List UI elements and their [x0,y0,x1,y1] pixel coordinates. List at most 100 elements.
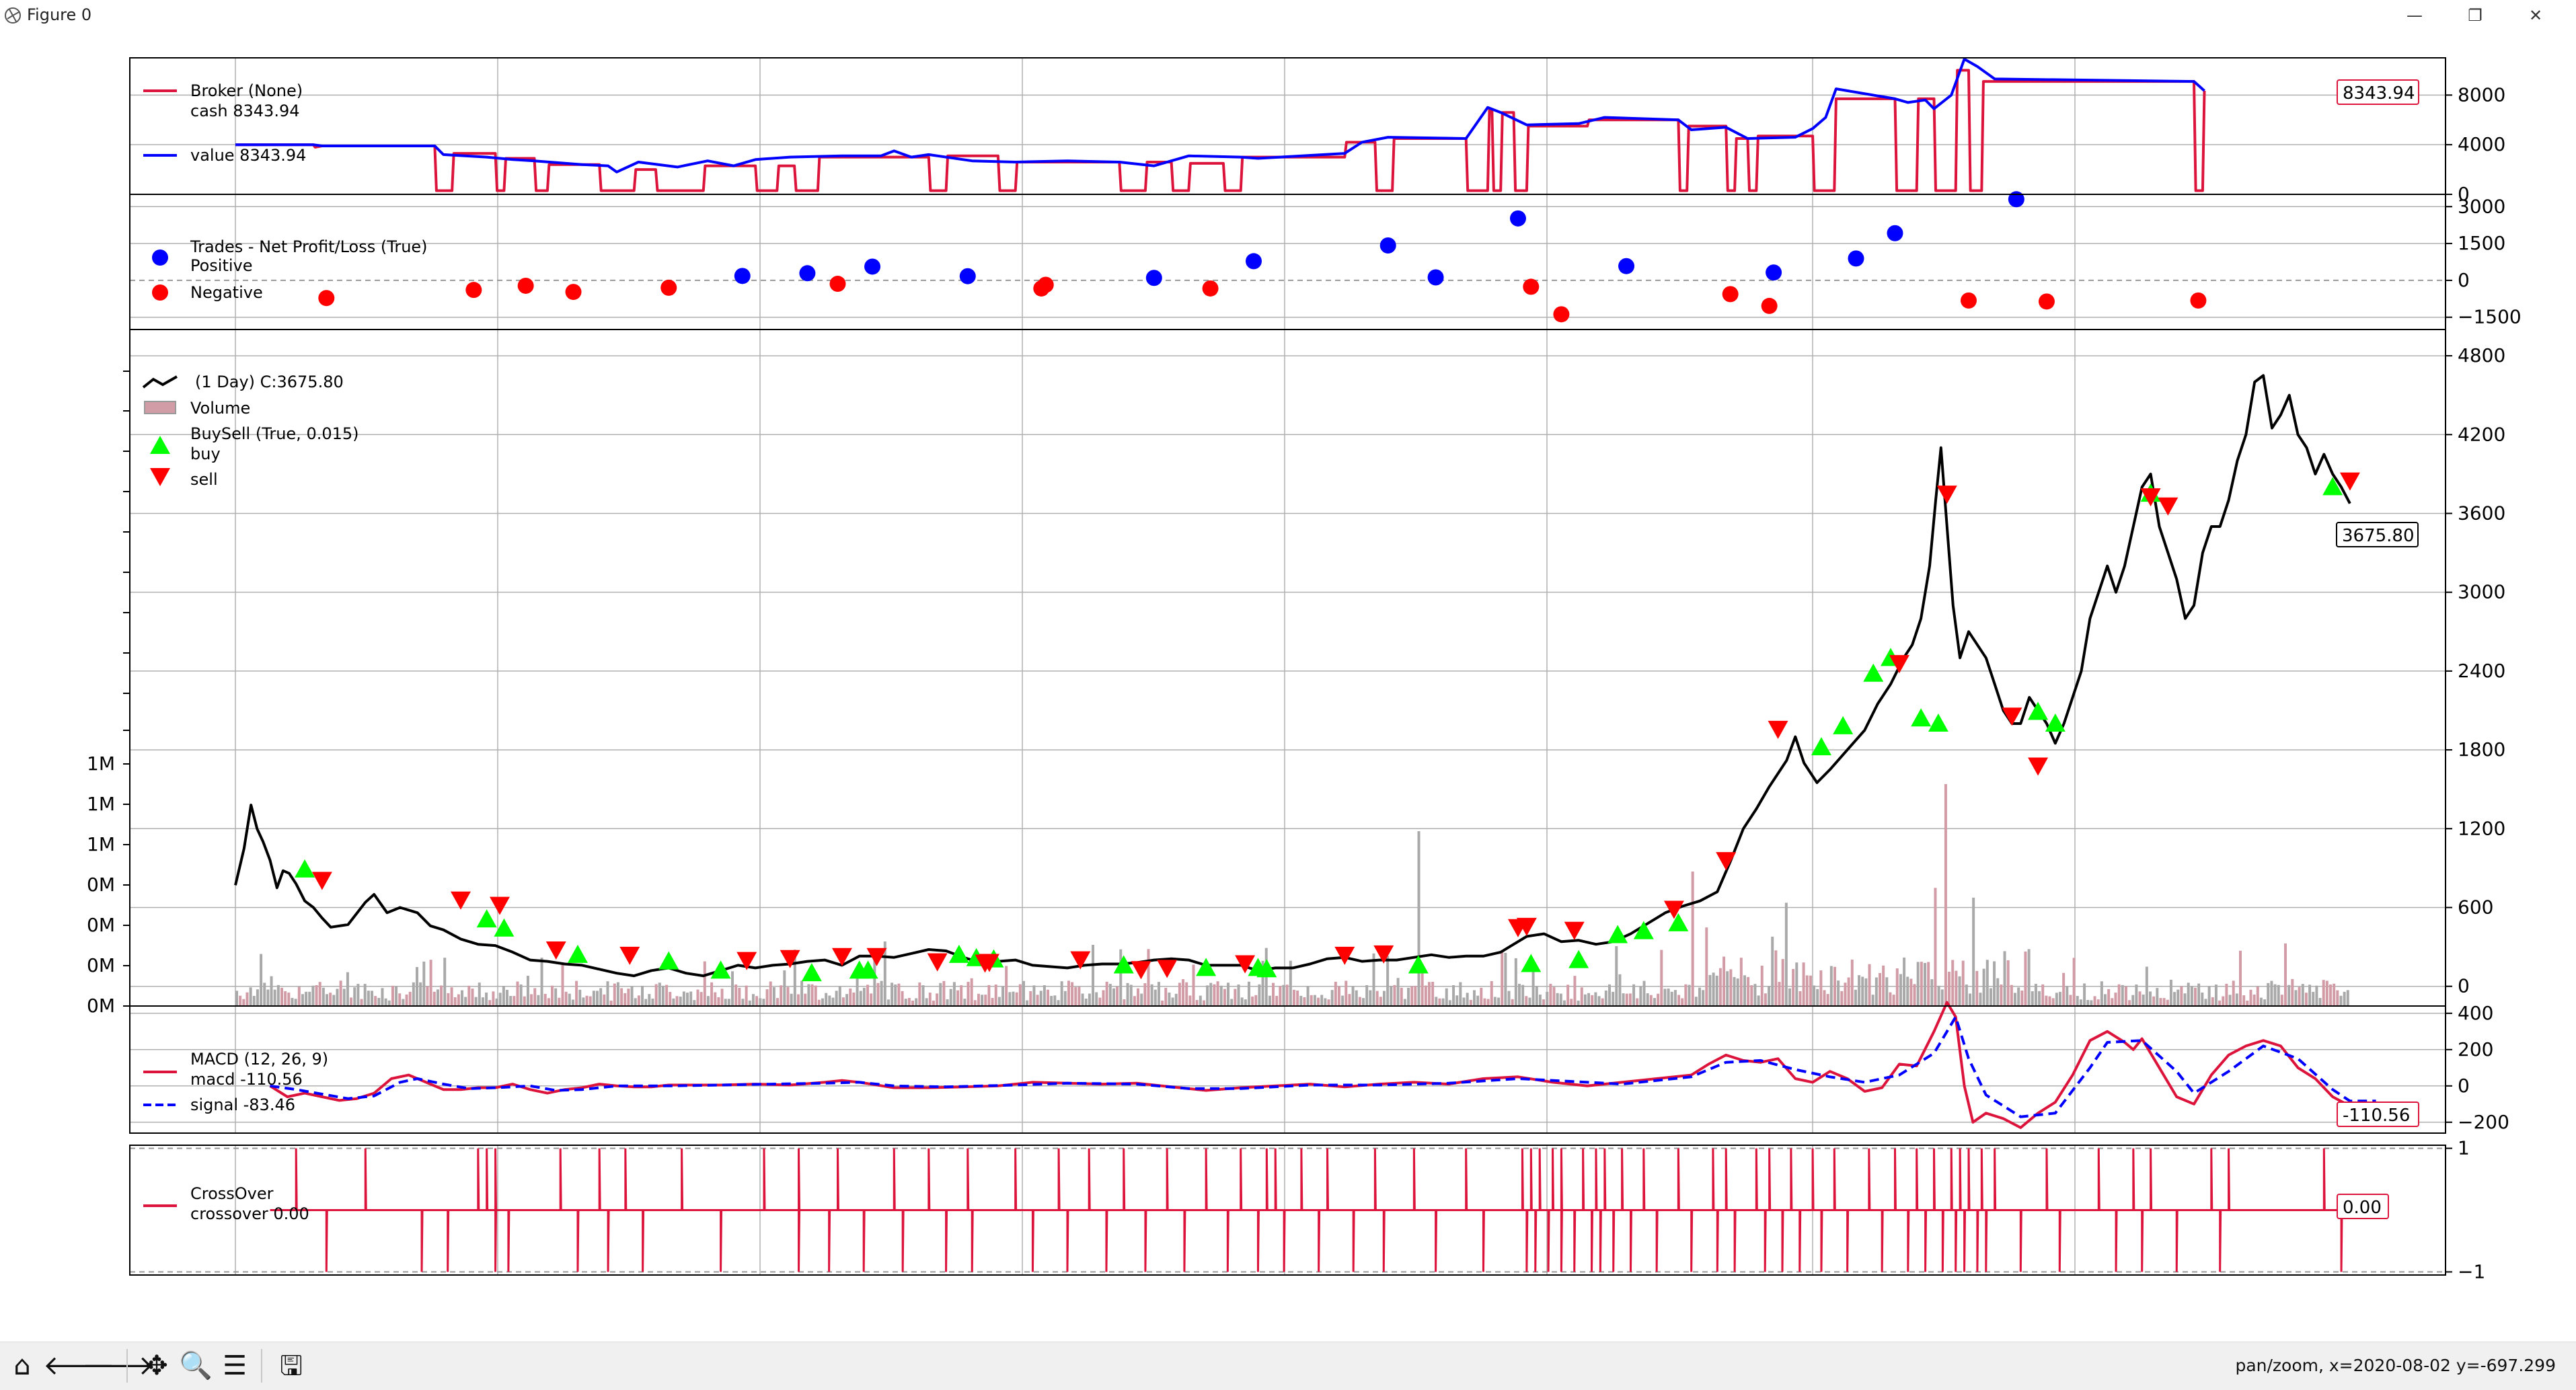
volume-bar [2270,980,2273,1006]
volume-bar [1001,986,1005,1006]
forward-button[interactable]: 🡒 [82,1348,154,1384]
broker-last-value-box [2337,79,2419,105]
volume-bar [1909,978,1913,1006]
zoom-button[interactable]: 🔍 [178,1348,214,1384]
volume-bar [720,989,724,1006]
volume-bar [845,994,849,1006]
save-button[interactable]: 🖫 [273,1348,309,1384]
pan-button[interactable]: ✥ [139,1348,175,1384]
volume-bar [1802,962,1805,1006]
value-legend-label: value 8343.94 [190,146,306,165]
volume-bar [1923,962,1926,1006]
volume-bar [1168,992,1171,1006]
volume-tick-label: 0M [87,954,115,976]
volume-tick-label: 0M [87,995,115,1017]
volume-bar [1157,982,1160,1006]
volume-bar [1972,897,1975,1006]
buy-marker [710,960,731,979]
volume-bar [2259,997,2263,1006]
back-button[interactable]: 🡐 [43,1348,115,1384]
volume-bar [589,996,592,1006]
volume-bar [412,982,415,1006]
volume-bar [1296,990,1299,1006]
volume-bar [2041,984,2045,1006]
volume-bar [2308,984,2312,1006]
volume-bar [2031,991,2034,1006]
status-text: pan/zoom, x=2020-08-02 y=-697.299 [2235,1356,2556,1375]
volume-bar [1864,978,1868,1006]
volume-bar [821,998,825,1006]
volume-bar [873,951,876,1006]
volume-bar [932,1000,935,1006]
macd-tick-label: 0 [2458,1075,2470,1097]
volume-bar [2149,991,2152,1006]
volume-bar [1996,978,2000,1006]
volume-bar [1050,995,1053,1006]
volume-bar [786,987,790,1006]
cash-legend-label: cash 8343.94 [190,102,300,120]
home-button[interactable]: ⌂ [4,1348,40,1384]
sell-marker [2158,497,2179,516]
volume-bar [474,997,478,1006]
sell-marker [1716,852,1737,871]
crossover-legend-label: crossover 0.00 [190,1204,309,1223]
volume-bar [1320,995,1324,1006]
volume-bar [2045,995,2048,1006]
volume-bar [1337,986,1340,1006]
buy-marker [1833,716,1854,734]
configure-button[interactable]: ☰ [217,1348,253,1384]
volume-bar [1718,968,1722,1006]
volume-tick-label: 1M [87,793,115,815]
volume-bar [1182,979,1185,1006]
volume-bar [921,985,925,1006]
crossover-tick-label: −1 [2458,1260,2485,1282]
volume-bar [807,984,810,1006]
volume-bar [2000,984,2003,1006]
volume-bar [353,987,356,1006]
volume-bar [1161,1000,1164,1006]
minimize-button[interactable]: — [2407,6,2423,25]
volume-bar [2252,994,2256,1006]
restore-button[interactable]: ❐ [2468,6,2483,25]
macd-tick-label: −200 [2458,1111,2509,1133]
sell-marker [2002,707,2022,726]
volume-bar [381,988,384,1006]
volume-bar [1840,991,1844,1006]
volume-bar [1573,976,1577,1006]
volume-bar [699,992,703,1006]
signal-line [270,1015,2376,1118]
buy-marker [567,944,588,963]
volume-bar [1601,998,1604,1006]
volume-bar [1084,998,1088,1006]
volume-bar [294,999,297,1006]
positive-trade-marker [959,268,976,284]
volume-bar [810,984,814,1006]
volume-bar [239,995,242,1006]
volume-bar [2135,984,2138,1006]
volume-bar [1403,999,1406,1006]
floppy-icon: 🖫 [279,1350,303,1381]
volume-bar [1969,993,1971,1006]
volume-bar [1102,990,1105,1006]
close-button[interactable]: ✕ [2528,6,2543,25]
volume-bar [1472,990,1476,1006]
volume-bar [1628,993,1632,1006]
sell-marker [1889,655,1909,674]
volume-bar [1209,982,1213,1006]
volume-bar [876,982,880,1006]
volume-bar [928,993,932,1006]
sell-marker [831,948,852,966]
volume-bar [2128,1000,2131,1006]
volume-bar [1123,999,1126,1006]
volume-bar [2055,993,2058,1006]
volume-bar [1362,998,1365,1006]
volume-bar [1012,991,1015,1006]
volume-bar [1396,978,1400,1006]
volume-bar [1944,784,1947,1006]
volume-bar [866,984,870,1006]
volume-bar [1174,993,1178,1006]
volume-bar [1736,978,1739,1006]
volume-bar [1681,998,1684,1006]
volume-bar [1580,987,1583,1006]
